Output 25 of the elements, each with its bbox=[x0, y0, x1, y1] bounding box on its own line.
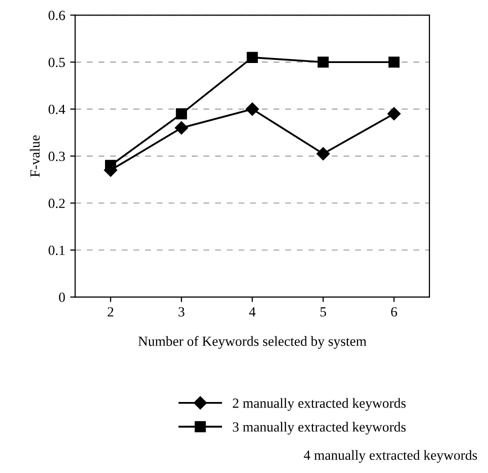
y-tick-label: 0.2 bbox=[48, 198, 65, 208]
y-axis-title: F-value bbox=[30, 135, 40, 177]
y-tick-label: 0.6 bbox=[48, 10, 66, 20]
x-tick-label: 2 bbox=[108, 307, 114, 316]
point bbox=[176, 108, 187, 120]
x-tick-label: 6 bbox=[391, 307, 398, 317]
text: 4 manually extracted keywords bbox=[304, 450, 477, 463]
point bbox=[316, 147, 330, 160]
x-tick-label: 3 bbox=[178, 307, 184, 317]
point bbox=[246, 52, 258, 63]
y-tick-label: 0.1 bbox=[48, 246, 65, 256]
point bbox=[246, 102, 259, 116]
x-tick-label: 5 bbox=[320, 307, 326, 317]
point bbox=[388, 56, 400, 68]
legend-label: 2 manually extracted keywords bbox=[232, 398, 406, 411]
y-tick-label: 0.5 bbox=[48, 58, 65, 68]
x-tick-label: 4 bbox=[249, 307, 256, 316]
y-tick-label: 0.3 bbox=[48, 152, 65, 162]
point bbox=[387, 107, 401, 120]
legend-label: 3 manually extracted keywords bbox=[232, 422, 406, 435]
point bbox=[174, 121, 188, 134]
y-tick-label: 0.4 bbox=[48, 104, 66, 114]
y-tick-label: 0 bbox=[59, 292, 65, 302]
x-axis-title: Number of Keywords selected by system bbox=[138, 336, 366, 349]
point bbox=[318, 56, 329, 68]
